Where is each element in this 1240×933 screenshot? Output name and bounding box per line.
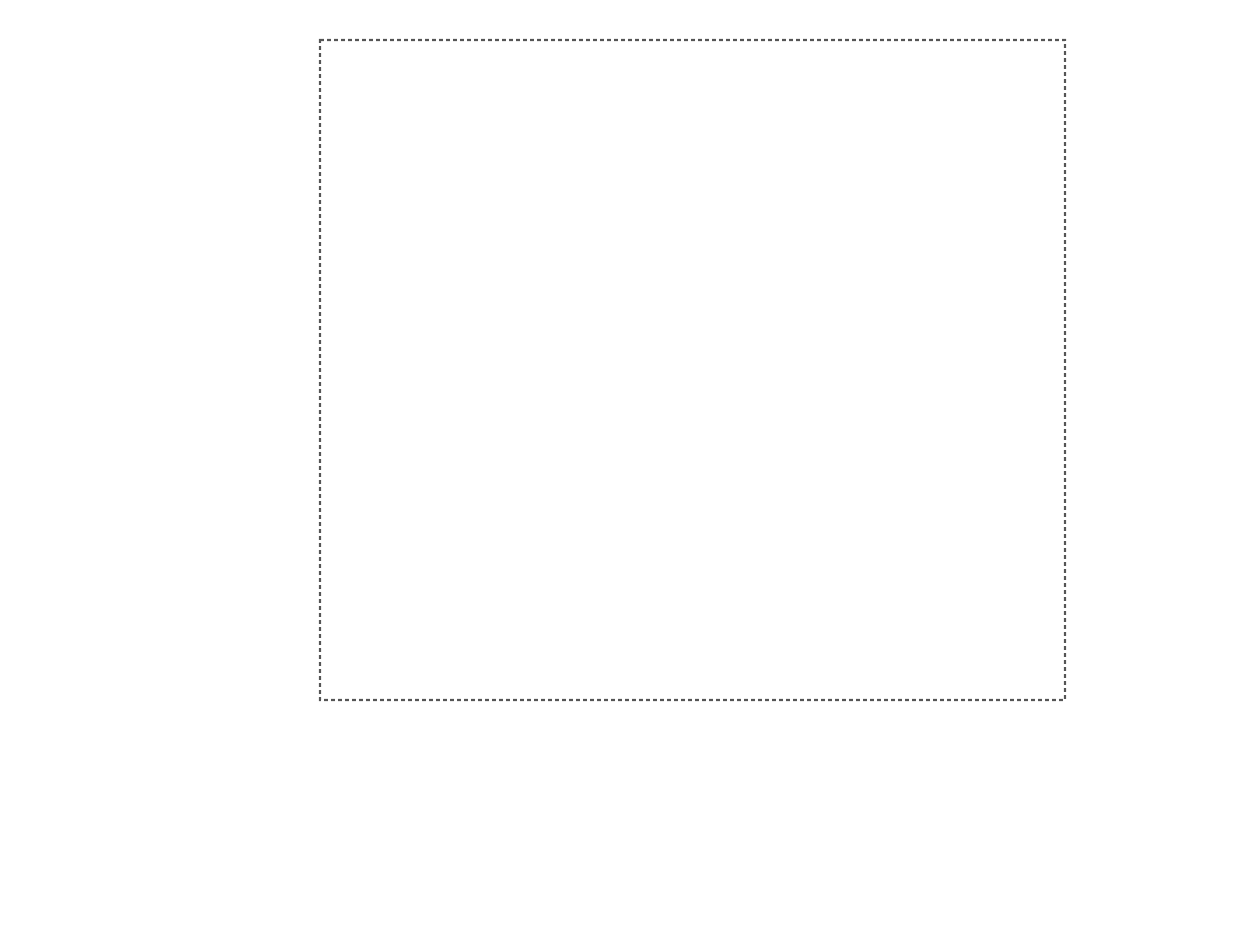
system-container xyxy=(320,40,1065,700)
